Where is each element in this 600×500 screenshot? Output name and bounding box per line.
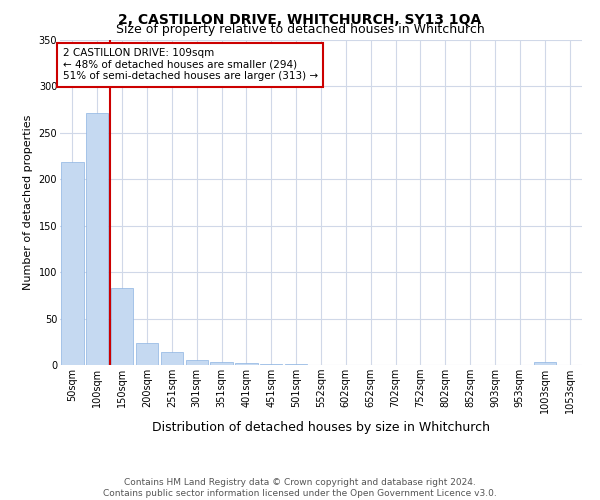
Bar — [235, 363, 257, 365]
Y-axis label: Number of detached properties: Number of detached properties — [23, 115, 33, 290]
Text: 2 CASTILLON DRIVE: 109sqm
← 48% of detached houses are smaller (294)
51% of semi: 2 CASTILLON DRIVE: 109sqm ← 48% of detac… — [62, 48, 318, 82]
Bar — [86, 114, 109, 365]
Text: 2, CASTILLON DRIVE, WHITCHURCH, SY13 1QA: 2, CASTILLON DRIVE, WHITCHURCH, SY13 1QA — [118, 12, 482, 26]
Bar — [533, 362, 556, 365]
Bar — [185, 360, 208, 365]
Bar — [136, 342, 158, 365]
Bar — [211, 362, 233, 365]
X-axis label: Distribution of detached houses by size in Whitchurch: Distribution of detached houses by size … — [152, 422, 490, 434]
Bar — [111, 288, 133, 365]
Bar — [161, 352, 183, 365]
Text: Size of property relative to detached houses in Whitchurch: Size of property relative to detached ho… — [116, 22, 484, 36]
Text: Contains HM Land Registry data © Crown copyright and database right 2024.
Contai: Contains HM Land Registry data © Crown c… — [103, 478, 497, 498]
Bar — [61, 162, 83, 365]
Bar — [285, 364, 307, 365]
Bar — [260, 364, 283, 365]
